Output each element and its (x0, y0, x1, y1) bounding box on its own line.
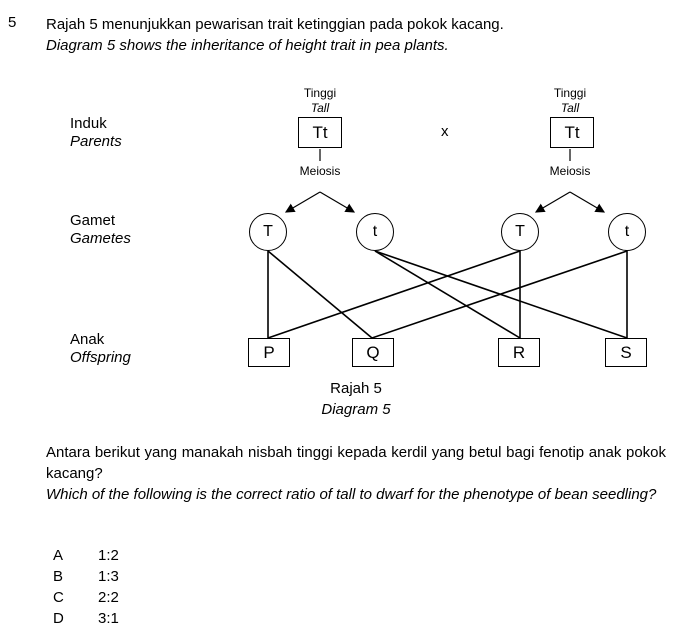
gamete-circle-4: t (608, 213, 646, 251)
right-trait-english: Tall (560, 101, 580, 115)
left-trait-malay: Tinggi (303, 86, 337, 100)
right-meiosis-label: Meiosis (549, 164, 591, 178)
left-meiosis-label: Meiosis (299, 164, 341, 178)
gamete-circle-1: T (249, 213, 287, 251)
prompt-malay: Antara berikut yang manakah nisbah tingg… (46, 444, 666, 482)
parents-label-english: Parents (70, 133, 122, 150)
option-value: 1:3 (98, 568, 119, 585)
stem-english: Diagram 5 shows the inheritance of heigh… (46, 37, 449, 54)
line-T1-Q (267, 250, 373, 339)
cross-symbol: x (441, 123, 449, 140)
row-label-offspring: Anak Offspring (70, 331, 131, 367)
line-t2-Q (371, 250, 628, 339)
question-number: 5 (8, 14, 17, 31)
option-letter: C (53, 589, 64, 606)
offspring-box-r: R (498, 338, 540, 367)
option-letter: A (53, 547, 64, 564)
line-t1-R (374, 250, 521, 339)
left-parent-genotype: Tt (312, 123, 328, 142)
offspring-box-s: S (605, 338, 647, 367)
right-parent-genotype-box: Tt (550, 117, 594, 148)
left-parent-trait: Tinggi Tall (290, 86, 350, 116)
prompt-english: Which of the following is the correct ra… (46, 486, 657, 503)
option-c[interactable]: C 2:2 (53, 589, 119, 606)
diagram-caption: Rajah 5 Diagram 5 (296, 378, 416, 420)
offspring-label-malay: Anak (70, 331, 105, 348)
right-parent-trait: Tinggi Tall (540, 86, 600, 116)
left-trait-english: Tall (310, 101, 330, 115)
right-trait-malay: Tinggi (553, 86, 587, 100)
left-parent-genotype-box: Tt (298, 117, 342, 148)
question-prompt: Antara berikut yang manakah nisbah tingg… (46, 442, 666, 505)
arrow-to-gamete-1 (284, 191, 321, 213)
option-value: 2:2 (98, 589, 119, 606)
offspring-box-q: Q (352, 338, 394, 367)
stem-malay: Rajah 5 menunjukkan pewarisan trait keti… (46, 16, 504, 33)
line-T2-P (267, 250, 521, 339)
caption-malay: Rajah 5 (330, 380, 382, 397)
gametes-label-english: Gametes (70, 230, 131, 247)
option-value: 1:2 (98, 547, 119, 564)
option-a[interactable]: A 1:2 (53, 547, 119, 564)
gametes-label-malay: Gamet (70, 212, 116, 229)
parents-label-malay: Induk (70, 115, 107, 132)
arrow-to-gamete-3 (534, 191, 571, 213)
row-label-parents: Induk Parents (70, 115, 122, 151)
right-parent-genotype: Tt (564, 123, 580, 142)
option-letter: B (53, 568, 64, 585)
arrow-to-gamete-2 (319, 191, 356, 213)
offspring-box-p: P (248, 338, 290, 367)
caption-english: Diagram 5 (321, 401, 391, 418)
option-letter: D (53, 610, 64, 627)
question-stem: Rajah 5 menunjukkan pewarisan trait keti… (46, 14, 504, 56)
offspring-label-english: Offspring (70, 349, 131, 366)
gamete-circle-2: t (356, 213, 394, 251)
option-value: 3:1 (98, 610, 119, 627)
gamete-circle-3: T (501, 213, 539, 251)
option-b[interactable]: B 1:3 (53, 568, 119, 585)
arrow-to-gamete-4 (569, 191, 606, 213)
row-label-gametes: Gamet Gametes (70, 212, 131, 248)
option-d[interactable]: D 3:1 (53, 610, 119, 627)
